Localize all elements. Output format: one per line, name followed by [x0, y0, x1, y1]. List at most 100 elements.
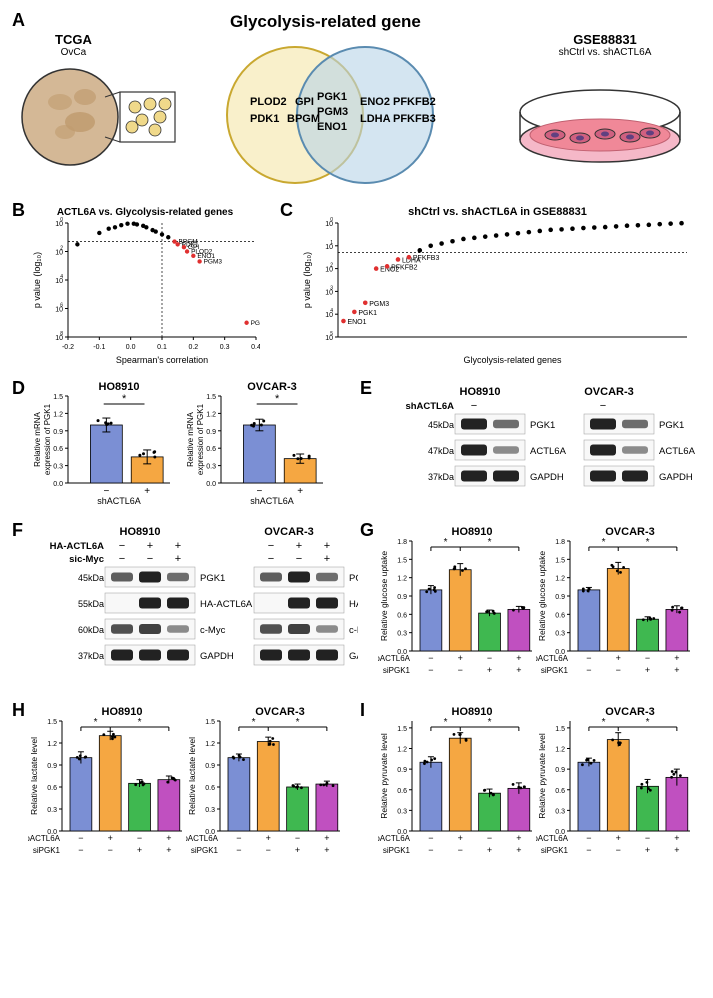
svg-text:0.3: 0.3 [397, 631, 407, 638]
svg-text:1.8: 1.8 [555, 539, 565, 546]
panel-f-chart: HO8910OVCAR-3HA-ACTL6A−++−++sic-Myc−−+−−… [28, 525, 358, 695]
svg-text:1.2: 1.2 [205, 741, 215, 748]
svg-text:2: 2 [60, 246, 63, 252]
svg-text:0.6: 0.6 [47, 785, 57, 792]
svg-text:37kDa: 37kDa [428, 472, 454, 482]
panel-b-chart: ACTL6A vs. Glycolysis-related genes-0.2-… [30, 205, 260, 365]
svg-text:GAPDH: GAPDH [659, 472, 693, 483]
svg-text:0.0: 0.0 [53, 481, 63, 488]
svg-text:HA-ACTL6A: HA-ACTL6A [349, 599, 358, 610]
panel-i-label: I [360, 700, 365, 721]
svg-text:+: + [175, 553, 181, 565]
svg-text:+: + [144, 486, 150, 497]
svg-text:1: 1 [330, 240, 333, 246]
svg-text:PGK1: PGK1 [317, 91, 347, 103]
svg-text:60kDa: 60kDa [78, 625, 104, 635]
svg-text:3: 3 [330, 285, 333, 291]
svg-text:HO8910: HO8910 [452, 706, 493, 718]
svg-text:PGK1: PGK1 [659, 420, 684, 431]
svg-text:pACTL6A: pACTL6A [28, 834, 61, 843]
svg-text:PDK1: PDK1 [250, 113, 279, 125]
svg-text:-0.2: -0.2 [62, 344, 74, 351]
svg-text:ENO2: ENO2 [360, 96, 390, 108]
svg-text:1.2: 1.2 [53, 411, 63, 418]
svg-text:ACTL6A: ACTL6A [659, 446, 696, 457]
svg-text:0.6: 0.6 [397, 788, 407, 795]
svg-text:pACTL6A: pACTL6A [536, 654, 569, 663]
svg-text:*: * [488, 717, 492, 728]
svg-text:PFKFB2: PFKFB2 [391, 264, 418, 271]
svg-text:shACTL6A: shACTL6A [97, 496, 141, 505]
panel-b-label: B [12, 200, 25, 221]
panel-h-chart: HO89100.00.30.60.91.21.5−−+−−+++**pACTL6… [28, 705, 353, 870]
svg-text:Relative glucose uptake: Relative glucose uptake [379, 551, 389, 642]
svg-text:−: − [147, 553, 153, 565]
svg-text:+: + [616, 833, 621, 843]
svg-text:1.5: 1.5 [53, 394, 63, 401]
svg-text:*: * [296, 717, 300, 728]
svg-text:−: − [296, 553, 302, 565]
svg-text:−: − [586, 665, 591, 675]
panel-i-chart: HO89100.00.30.60.91.21.5−−+−−+++**pACTL6… [378, 705, 703, 870]
svg-text:45kDa: 45kDa [78, 573, 104, 583]
svg-text:HO8910: HO8910 [120, 526, 161, 538]
svg-text:+: + [645, 665, 650, 675]
svg-text:PGM3: PGM3 [369, 301, 389, 308]
svg-text:expression of PGK1: expression of PGK1 [196, 403, 205, 475]
tcga-sub: OvCa [55, 47, 92, 58]
svg-text:0: 0 [60, 217, 63, 223]
svg-text:−: − [645, 653, 650, 663]
panel-c-chart: shCtrl vs. shACTL6A in GSE88831100101102… [300, 205, 695, 365]
svg-text:−: − [119, 540, 125, 552]
svg-text:HO8910: HO8910 [452, 526, 493, 538]
svg-text:Relative lactate level: Relative lactate level [187, 737, 197, 815]
svg-text:*: * [252, 717, 256, 728]
svg-text:*: * [444, 717, 448, 728]
svg-text:0.6: 0.6 [397, 612, 407, 619]
svg-text:HA-ACTL6A: HA-ACTL6A [200, 599, 253, 610]
svg-text:−: − [428, 845, 433, 855]
svg-text:PGK1: PGK1 [200, 573, 225, 584]
svg-text:−: − [471, 400, 477, 412]
svg-text:+: + [108, 833, 113, 843]
svg-text:−: − [268, 553, 274, 565]
svg-text:1.2: 1.2 [397, 747, 407, 754]
svg-text:Relative mRNA: Relative mRNA [186, 412, 195, 467]
svg-text:37kDa: 37kDa [78, 651, 104, 661]
svg-text:Spearman's correlation: Spearman's correlation [116, 355, 208, 365]
svg-text:−: − [78, 833, 83, 843]
svg-text:*: * [488, 537, 492, 548]
svg-text:GAPDH: GAPDH [349, 651, 358, 662]
svg-text:ACTL6A: ACTL6A [530, 446, 567, 457]
svg-text:PGK1: PGK1 [349, 573, 358, 584]
svg-text:45kDa: 45kDa [428, 420, 454, 430]
main-title: Glycolysis-related gene [230, 12, 421, 32]
svg-text:−: − [236, 845, 241, 855]
svg-text:Relative lactate level: Relative lactate level [29, 737, 39, 815]
svg-text:siPGK1: siPGK1 [33, 846, 61, 855]
svg-text:0.6: 0.6 [555, 612, 565, 619]
svg-text:pACTL6A: pACTL6A [536, 834, 569, 843]
svg-text:ENO1: ENO1 [317, 121, 347, 133]
svg-text:0.6: 0.6 [555, 788, 565, 795]
svg-text:1.8: 1.8 [397, 539, 407, 546]
svg-text:GAPDH: GAPDH [530, 472, 564, 483]
svg-text:OVCAR-3: OVCAR-3 [584, 386, 634, 398]
svg-text:+: + [487, 845, 492, 855]
svg-text:−: − [295, 833, 300, 843]
svg-text:55kDa: 55kDa [78, 599, 104, 609]
svg-text:0.2: 0.2 [188, 344, 198, 351]
svg-text:0.9: 0.9 [397, 767, 407, 774]
svg-text:−: − [458, 665, 463, 675]
svg-text:0.3: 0.3 [555, 808, 565, 815]
svg-text:8: 8 [60, 331, 63, 337]
svg-text:1.5: 1.5 [555, 557, 565, 564]
svg-text:c-Myc: c-Myc [200, 625, 226, 636]
svg-text:OVCAR-3: OVCAR-3 [247, 381, 297, 393]
svg-text:*: * [646, 537, 650, 548]
svg-text:0.3: 0.3 [555, 631, 565, 638]
tcga-illustration [20, 62, 180, 177]
svg-text:+: + [297, 486, 303, 497]
svg-text:0.3: 0.3 [397, 808, 407, 815]
svg-text:+: + [324, 553, 330, 565]
